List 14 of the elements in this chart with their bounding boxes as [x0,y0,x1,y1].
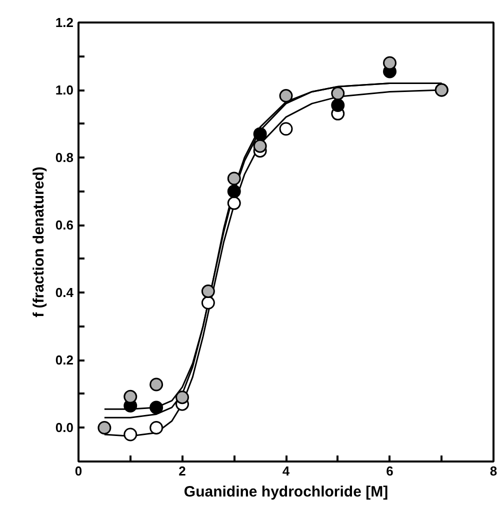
y-tick-label: 1.0 [55,82,74,98]
x-tick-label: 0 [74,464,82,478]
y-tick-label: 0.4 [55,285,74,300]
y-tick-label: 0.2 [55,352,74,368]
x-tick-label: 8 [490,464,498,478]
y-tick-label: 0.8 [55,150,74,166]
x-axis-title: Guanidine hydrochloride [M] [184,484,388,500]
x-tick-label: 2 [178,464,186,478]
y-tick-label: 0.6 [55,218,74,233]
x-tick-label: 4 [282,464,290,478]
x-tick-label: 6 [386,464,394,478]
y-tick-label: 1.2 [55,15,74,30]
text: 0.0 [55,420,74,436]
y-axis-title: f (fraction denatured) [30,166,48,318]
